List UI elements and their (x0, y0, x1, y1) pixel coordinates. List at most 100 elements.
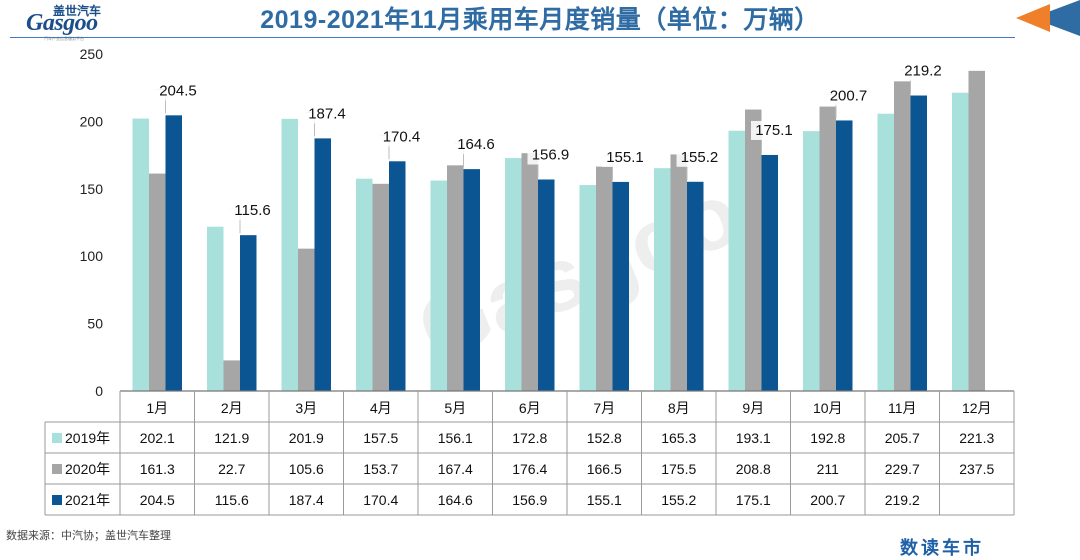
bar-2019 (132, 118, 149, 391)
bar-2021 (314, 138, 331, 391)
table-cell-value: 175.5 (661, 461, 696, 477)
brand-watermark: 数读车市 (900, 538, 984, 558)
bar-2019 (207, 226, 224, 391)
bar-2021 (538, 179, 555, 391)
bar-2021 (389, 161, 406, 391)
x-category-label: 4月 (370, 400, 392, 416)
y-tick-label: 50 (87, 316, 103, 332)
data-label-background (229, 201, 276, 221)
y-tick-label: 150 (80, 181, 104, 197)
bar-2020 (521, 153, 538, 391)
legend-label: 2019年 (65, 430, 110, 446)
data-label-background (155, 81, 201, 101)
bar-2019 (430, 180, 447, 391)
bar-2019 (579, 185, 596, 391)
table-cell-value: 121.9 (214, 430, 249, 446)
x-category-label: 11月 (888, 400, 917, 416)
y-tick-label: 100 (80, 248, 104, 264)
table-cell-value: 164.6 (438, 492, 473, 508)
bar-2019 (505, 158, 522, 391)
data-label-background (602, 147, 648, 167)
table-cell-value: 161.3 (140, 461, 175, 477)
legend-swatch (52, 464, 62, 474)
table-cell-value: 155.2 (661, 492, 696, 508)
sales-bar-chart: Gasgoo050100150200250204.5115.6187.4170.… (44, 46, 1015, 516)
table-cell-value: 152.8 (587, 430, 622, 446)
table-cell-value: 187.4 (289, 492, 324, 508)
bar-2020 (968, 70, 985, 391)
bar-2020 (149, 173, 166, 391)
bar-2019 (877, 113, 894, 391)
bar-2020 (596, 166, 613, 391)
data-label-background (527, 145, 574, 165)
table-cell-value: 155.1 (587, 492, 622, 508)
bar-2019 (803, 131, 820, 392)
data-label-2021: 115.6 (234, 202, 270, 219)
table-cell-value: 167.4 (438, 461, 473, 477)
table-cell-value: 170.4 (363, 492, 398, 508)
table-cell-value: 156.9 (512, 492, 547, 508)
data-label-background (900, 61, 946, 81)
x-category-label: 9月 (742, 400, 764, 416)
table-cell-value: 156.1 (438, 430, 473, 446)
x-category-label: 6月 (519, 400, 541, 416)
data-label-background (825, 86, 872, 106)
data-label-2021: 219.2 (904, 63, 942, 80)
table-cell-value: 205.7 (885, 430, 920, 446)
table-cell-value: 204.5 (140, 492, 175, 508)
table-cell-value: 192.8 (810, 430, 845, 446)
bar-2020 (670, 154, 687, 391)
table-cell-value: 175.1 (736, 492, 771, 508)
x-category-label: 10月 (813, 400, 843, 416)
bar-2020 (223, 360, 240, 391)
table-cell-value: 172.8 (512, 430, 547, 446)
table-cell-value: 105.6 (289, 461, 324, 477)
bar-2020 (447, 165, 464, 391)
table-cell-value: 219.2 (885, 492, 920, 508)
table-cell-value: 211 (817, 461, 840, 477)
table-cell-value: 193.1 (736, 430, 771, 446)
bar-2021 (240, 235, 257, 391)
bar-2019 (654, 168, 671, 391)
bar-2021 (612, 181, 629, 391)
table-cell-value: 201.9 (289, 430, 324, 446)
table-cell-value: 208.8 (736, 461, 771, 477)
table-cell-value: 176.4 (512, 461, 547, 477)
chart-title: 2019-2021年11月乘用车月度销量（单位：万辆） (260, 6, 820, 34)
data-label-2021: 164.6 (457, 136, 495, 153)
x-category-label: 7月 (593, 400, 615, 416)
data-label-2021: 170.4 (383, 128, 421, 145)
table-cell-value: 115.6 (215, 492, 249, 508)
table-cell-value: 200.7 (810, 492, 845, 508)
table-cell-value: 22.7 (218, 461, 245, 477)
data-label-2021: 200.7 (830, 87, 868, 104)
data-label-2021: 156.9 (532, 146, 570, 163)
x-category-label: 1月 (146, 400, 168, 416)
arrow-decoration-icon (1016, 0, 1080, 36)
bar-2020 (894, 81, 911, 391)
bar-2020 (745, 109, 762, 391)
y-tick-label: 0 (95, 383, 103, 399)
bar-2021 (836, 120, 853, 392)
x-category-label: 3月 (295, 400, 317, 416)
legend-label: 2020年 (65, 461, 110, 477)
data-label-2021: 175.1 (755, 122, 793, 139)
logo-english-text: Gasgoo (26, 10, 98, 36)
x-category-label: 5月 (444, 400, 466, 416)
bar-2021 (463, 169, 480, 391)
table-cell-value: 202.1 (140, 430, 175, 446)
data-label-2021: 187.4 (308, 105, 346, 122)
title-divider (10, 37, 1015, 38)
bar-2020 (819, 106, 836, 392)
table-cell-value: 229.7 (885, 461, 920, 477)
logo-subtitle: 汽车产业信息服务平台 (44, 36, 84, 41)
y-tick-label: 250 (80, 46, 104, 62)
data-label-background (751, 120, 797, 140)
legend-swatch (52, 495, 62, 505)
data-label-background (378, 127, 425, 147)
table-cell-value: 237.5 (959, 461, 994, 477)
data-label-2021: 155.1 (606, 149, 644, 166)
bar-2019 (356, 178, 373, 391)
data-label-2021: 155.2 (681, 149, 719, 166)
bar-2020 (298, 248, 315, 391)
